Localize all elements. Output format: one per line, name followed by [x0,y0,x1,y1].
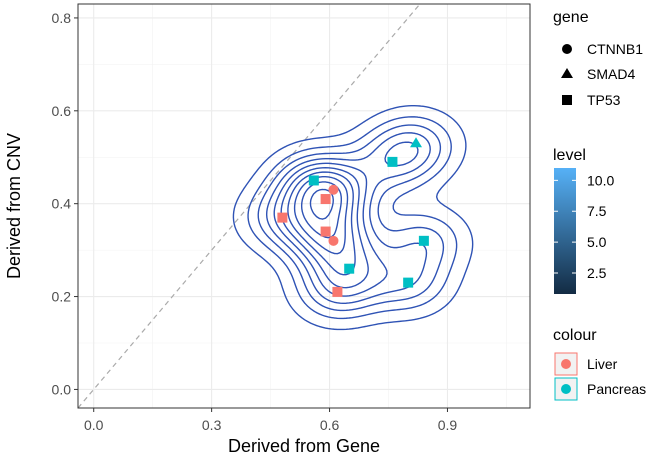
point-tp53-pancreas [403,277,414,288]
legend-colour-pancreas: Pancreas [587,381,646,397]
legend-colour-title: colour [553,327,597,344]
legend-gene: gene CTNNB1 SMAD4 TP53 [553,9,643,108]
level-colorbar-ticks: 10.0 7.5 5.0 2.5 [554,172,614,281]
legend-gene-ctnnb1: CTNNB1 [587,41,643,57]
legend-liver-marker [561,359,571,369]
legend-circle-marker [562,44,572,54]
point-tp53-liver [332,286,343,297]
density-contour-line [247,116,458,320]
x-tick-label: 0.3 [202,417,222,433]
legend-level: level 10.0 7.5 5.0 2.5 [553,147,614,294]
data-points [277,137,429,297]
level-colorbar [554,168,576,294]
point-tp53-pancreas [308,175,319,186]
y-axis-ticks: 0.0 0.2 0.4 0.6 0.8 [52,10,78,397]
x-axis-title: Derived from Gene [228,436,380,456]
density-contours [232,104,474,331]
plot-panel [78,4,530,408]
legend-triangle-marker [561,68,573,78]
y-axis-title: Derived from CNV [4,133,24,279]
plot-border [77,3,531,409]
legend-pancreas-marker [561,384,571,394]
point-ctnnb1-liver [328,235,339,246]
density-contour-line [287,171,356,276]
legend-gene-title: gene [553,9,589,26]
y-tick-label: 0.0 [52,381,72,397]
density-contour-line [257,124,445,312]
legend-level-title: level [553,147,586,164]
point-tp53-pancreas [418,235,429,246]
point-smad4-pancreas [410,137,423,148]
point-ctnnb1-liver [328,184,339,195]
density-contour-line [232,104,474,331]
density-contour-line [309,188,334,220]
level-tick-label: 5.0 [587,234,607,250]
y-tick-label: 0.8 [52,10,72,26]
point-tp53-liver [277,212,288,223]
legend-colour-liver: Liver [587,356,618,372]
point-tp53-pancreas [387,156,398,167]
level-tick-label: 7.5 [587,203,607,219]
y-tick-label: 0.6 [52,103,72,119]
x-tick-label: 0.6 [320,417,340,433]
density-contour-line [265,132,431,305]
point-tp53-pancreas [344,263,355,274]
legend-square-marker [562,95,572,105]
x-axis-ticks: 0.0 0.3 0.6 0.9 [84,408,457,433]
point-tp53-liver [320,194,331,205]
level-tick-label: 10.0 [587,172,614,188]
legend-colour: colour Liver Pancreas [553,327,646,401]
density-contour-line [293,175,349,255]
level-tick-label: 2.5 [587,265,607,281]
x-tick-label: 0.0 [84,417,104,433]
point-tp53-liver [320,226,331,237]
legend-gene-smad4: SMAD4 [587,66,635,82]
y-tick-label: 0.2 [52,289,72,305]
x-tick-label: 0.9 [438,417,458,433]
y-tick-label: 0.4 [52,196,72,212]
density-contour-line [280,167,369,289]
grid-lines [78,4,530,408]
legend-gene-tp53: TP53 [587,92,621,108]
